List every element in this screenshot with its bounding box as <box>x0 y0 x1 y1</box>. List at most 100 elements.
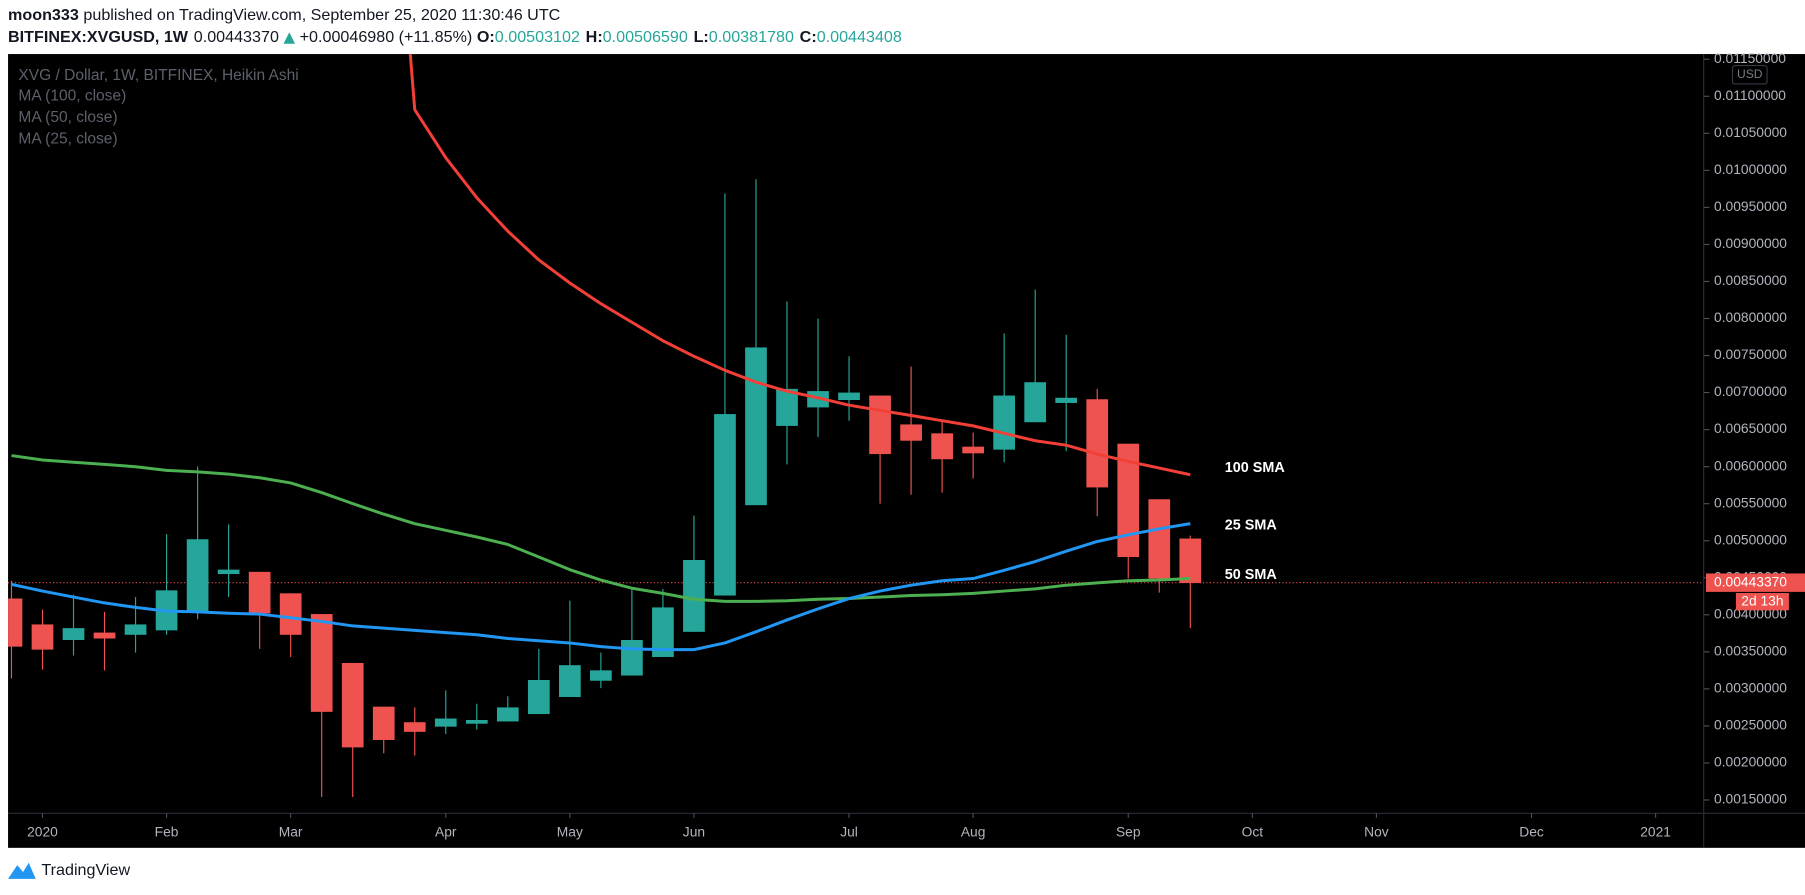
candle-body <box>341 662 364 748</box>
y-tick-label: 0.00600000 <box>1714 458 1787 473</box>
candle-body <box>434 718 457 727</box>
candle-body <box>1117 443 1140 558</box>
currency: USD <box>1737 67 1763 81</box>
legend-entry: MA (25, close) <box>18 130 117 147</box>
y-tick-label: 0.00850000 <box>1714 273 1787 288</box>
candle-body <box>714 414 736 596</box>
y-tick-label: 0.00650000 <box>1714 421 1787 436</box>
annotation: 50 SMA <box>1225 567 1277 583</box>
candle-body <box>93 632 116 639</box>
candle-body <box>217 569 240 575</box>
y-tick-label: 0.00300000 <box>1714 681 1787 696</box>
author: moon333 <box>8 6 79 24</box>
last-price-badge <box>1706 573 1805 592</box>
y-tick-label: 0.01000000 <box>1714 162 1787 177</box>
ohlc-value: 0.00443408 <box>817 28 902 46</box>
x-tick-label: May <box>557 825 583 840</box>
candle-body <box>31 624 54 650</box>
ohlc-label: C: <box>800 28 817 46</box>
candle-body <box>403 722 426 732</box>
candle-body <box>248 571 271 614</box>
candle-body <box>1024 382 1047 423</box>
ohlc-value: 0.00506590 <box>603 28 688 46</box>
currency-box <box>1731 64 1768 85</box>
candle-body <box>621 639 643 676</box>
plot <box>8 54 1704 798</box>
y-tick-label: 0.00500000 <box>1714 532 1787 547</box>
candle-body <box>652 607 674 658</box>
y-tick-label: 0.01050000 <box>1714 125 1787 140</box>
x-tick-label: Jul <box>840 825 858 840</box>
countdown-badge <box>1735 593 1789 611</box>
symbol: BITFINEX:XVGUSD, 1W <box>8 28 189 46</box>
candle-body <box>1148 499 1171 579</box>
x-tick-label: Feb <box>155 825 179 840</box>
x-tick-label: Jun <box>683 825 705 840</box>
candle-body <box>683 559 705 632</box>
ma-line <box>11 522 1191 652</box>
candle-body <box>1055 397 1078 403</box>
ohlc-value: 0.00381780 <box>709 28 794 46</box>
last-price-label: 0.00443370 <box>1714 574 1787 589</box>
up-arrow <box>283 32 296 44</box>
candle-body <box>1179 538 1202 583</box>
y-tick-label: 0.00800000 <box>1714 310 1787 325</box>
candle-body <box>372 706 395 740</box>
y-tick-label: 0.01100000 <box>1714 88 1786 103</box>
ohlc-value: 0.00503102 <box>495 28 580 46</box>
ohlc-label: H: <box>586 28 603 46</box>
candle-body <box>590 670 612 681</box>
footer-text: TradingView <box>41 861 130 879</box>
y-tick-label: 0.00750000 <box>1714 347 1787 362</box>
footer-logo: TradingView <box>8 861 130 879</box>
candle-body <box>124 624 147 635</box>
candle-body <box>310 614 333 712</box>
candle-body <box>62 628 85 640</box>
candle-body <box>962 446 984 454</box>
logo-icon <box>8 862 36 879</box>
candle-body <box>931 433 953 460</box>
x-tick-label: Aug <box>961 825 986 840</box>
candle-body <box>465 719 488 724</box>
x-tick-label: Oct <box>1242 825 1264 840</box>
chart-title: XVG / Dollar, 1W, BITFINEX, Heikin Ashi <box>18 67 298 84</box>
legend-entry: MA (50, close) <box>18 109 117 126</box>
countdown: 2d 13h <box>1741 593 1783 608</box>
annotation: 100 SMA <box>1225 460 1285 476</box>
ohlc-label: O: <box>477 28 495 46</box>
candle-body <box>776 388 798 426</box>
y-tick-label: 0.00550000 <box>1714 495 1787 510</box>
x-tick-label: Nov <box>1364 825 1389 840</box>
x-tick-label: Dec <box>1519 825 1544 840</box>
candle-body <box>279 593 302 635</box>
ma-line <box>11 454 1191 603</box>
y-tick-label: 0.00700000 <box>1714 384 1787 399</box>
y-tick-label: 0.00950000 <box>1714 199 1787 214</box>
y-tick-label: 0.00150000 <box>1714 792 1787 807</box>
y-tick-label: 0.00200000 <box>1714 755 1787 770</box>
published: published on TradingView.com, September … <box>83 6 560 24</box>
header-line-1: moon333 published on TradingView.com, Sep… <box>8 6 561 24</box>
candle-body <box>559 665 581 698</box>
candle-body <box>496 707 519 722</box>
y-tick-label: 0.00350000 <box>1714 643 1787 658</box>
candle-body <box>838 392 860 400</box>
ma-line <box>408 54 1191 477</box>
change: +0.00046980 (+11.85%) <box>300 28 473 46</box>
candle-body <box>745 347 767 506</box>
ohlc-label: L: <box>694 28 709 46</box>
candle-body <box>900 424 922 441</box>
annotation: 25 SMA <box>1225 518 1277 534</box>
chart-bg <box>8 54 1805 848</box>
legend-entry: MA (100, close) <box>18 88 126 105</box>
candle-body <box>8 598 23 647</box>
candle-body <box>186 539 209 612</box>
x-tick-label: Apr <box>435 825 457 840</box>
y-tick-label: 0.01150000 <box>1714 51 1786 66</box>
candle-body <box>527 679 550 715</box>
x-tick-label: 2020 <box>27 825 58 840</box>
y-tick-label: 0.00900000 <box>1714 236 1787 251</box>
candle-body <box>869 395 891 455</box>
y-tick-label: 0.00250000 <box>1714 718 1787 733</box>
candle-body <box>993 395 1016 450</box>
